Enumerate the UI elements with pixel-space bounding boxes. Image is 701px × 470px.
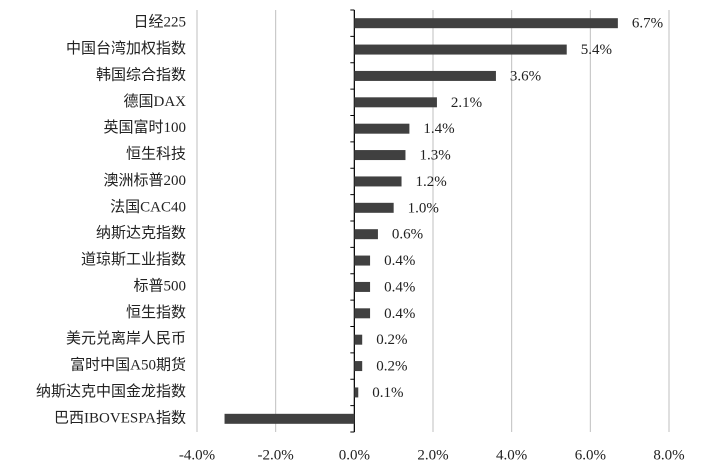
bar: [354, 255, 371, 266]
y-tick-label: 巴西IBOVESPA指数: [54, 409, 186, 426]
data-label: 5.4%: [581, 42, 612, 58]
y-tick-label: 英国富时100: [103, 118, 186, 136]
y-tick-label: 恒生指数: [126, 304, 186, 321]
y-tick-label: 韩国综合指数: [96, 66, 186, 83]
y-tick-label: 标普500: [133, 277, 186, 294]
y-tick-label: 德国DAX: [124, 92, 187, 110]
y-tick-label: 纳斯达克指数: [96, 225, 186, 242]
data-label: 1.2%: [416, 174, 447, 190]
bar: [354, 123, 410, 134]
data-label: 0.2%: [376, 332, 407, 348]
y-tick-label: 法国CAC40: [110, 198, 186, 215]
x-tick-label: -2.0%: [258, 447, 294, 463]
bar: [354, 334, 363, 345]
data-label: 1.3%: [419, 148, 450, 164]
y-tick-label: 道琼斯工业指数: [81, 251, 186, 268]
data-label: 6.7%: [632, 16, 663, 32]
bar: [354, 150, 406, 161]
bar: [354, 387, 359, 398]
data-label: 1.0%: [408, 200, 439, 216]
y-tick-label: 纳斯达克中国金龙指数: [36, 383, 186, 400]
y-tick-label: 澳洲标普200: [103, 172, 186, 189]
x-tick-label: -4.0%: [179, 447, 215, 463]
y-tick-label: 富时中国A50期货: [70, 356, 186, 374]
y-tick-label: 恒生科技: [126, 146, 186, 163]
bar: [224, 413, 355, 424]
data-label: 0.4%: [384, 306, 415, 322]
x-tick-label: 4.0%: [496, 447, 527, 463]
y-tick-label: 日经225: [133, 14, 186, 31]
x-tick-label: 6.0%: [575, 447, 606, 463]
y-tick-label: 中国台湾加权指数: [66, 40, 186, 57]
data-label: 1.4%: [423, 121, 454, 137]
bar: [354, 70, 496, 81]
x-tick-label: 0.0%: [339, 447, 370, 463]
bar: [354, 229, 378, 240]
data-label: 0.4%: [384, 253, 415, 269]
bar: [354, 18, 618, 29]
x-tick-label: 2.0%: [417, 447, 448, 463]
y-tick-label: 美元兑离岸人民币: [66, 330, 186, 347]
data-label: 0.6%: [392, 227, 423, 243]
bar: [354, 97, 437, 108]
bar: [354, 361, 363, 372]
data-label: 2.1%: [451, 95, 482, 111]
x-tick-label: 8.0%: [653, 447, 684, 463]
data-label: 3.6%: [510, 68, 541, 84]
data-label: 0.2%: [376, 359, 407, 375]
data-label: 0.1%: [372, 385, 403, 401]
bar: [354, 202, 394, 213]
bar: [354, 176, 402, 187]
bar: [354, 308, 371, 319]
data-label: 0.4%: [384, 279, 415, 295]
bar: [354, 281, 371, 292]
bar: [354, 44, 567, 55]
